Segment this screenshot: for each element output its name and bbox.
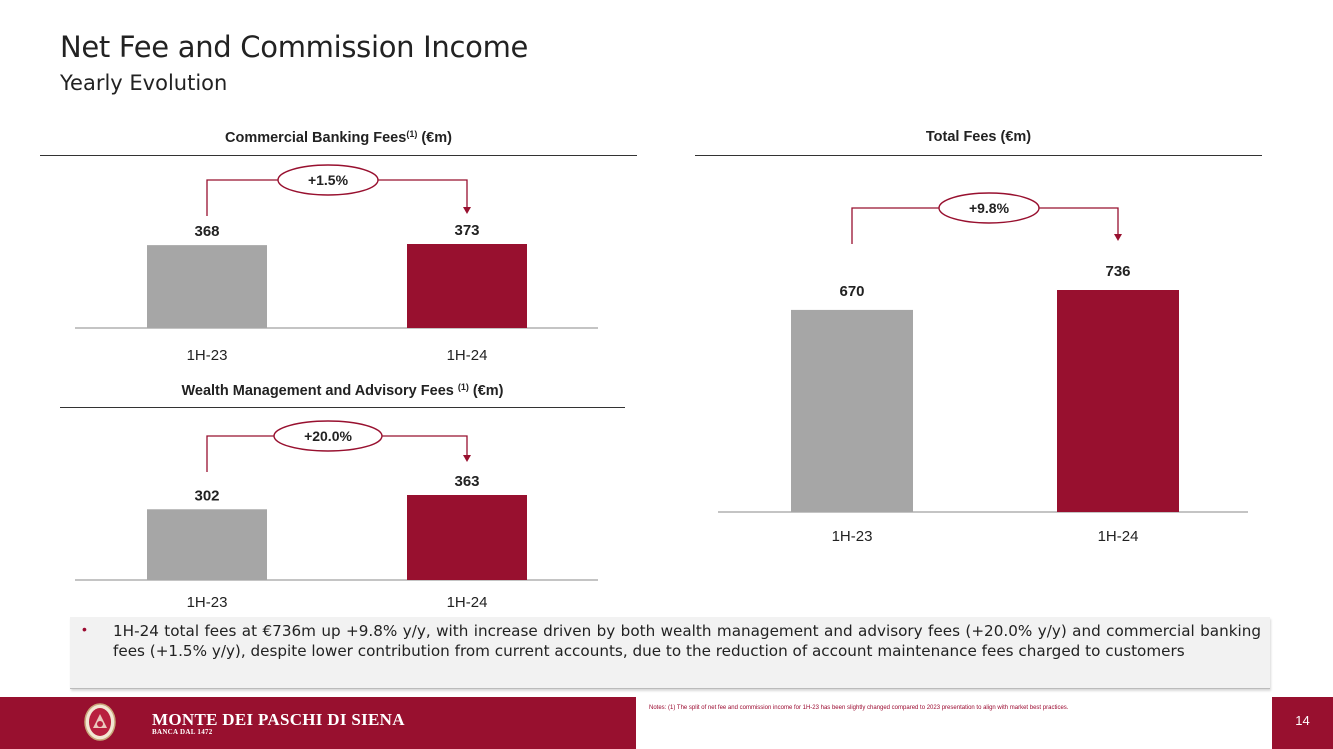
page-title: Net Fee and Commission Income	[60, 30, 529, 64]
x-tick-label-current: 1H-24	[447, 347, 488, 364]
bracket-arrow-icon	[463, 455, 471, 462]
data-label-current: 373	[454, 222, 479, 239]
bracket-arrow-icon	[1114, 234, 1122, 241]
footnote: Notes: (1) The split of net fee and comm…	[649, 705, 1069, 711]
bar-current	[407, 244, 527, 328]
bar-prior	[791, 309, 913, 512]
bar-prior	[147, 509, 267, 580]
footer: MONTE DEI PASCHI DI SIENA BANCA DAL 1472…	[0, 697, 1333, 749]
bar-current	[1057, 290, 1179, 512]
brand-name: MONTE DEI PASCHI DI SIENA	[152, 710, 405, 729]
change-pill	[277, 164, 379, 196]
data-label-current: 736	[1105, 263, 1130, 280]
chart-title-commercial-banking: Commercial Banking Fees(1) (€m)	[225, 129, 452, 146]
commentary-text: 1H-24 total fees at €736m up +9.8% y/y, …	[113, 622, 1261, 660]
bank-seal-icon	[84, 703, 116, 741]
data-label-prior: 302	[194, 487, 219, 504]
x-tick-label-prior: 1H-23	[187, 347, 228, 364]
page-subtitle: Yearly Evolution	[60, 71, 228, 95]
x-tick-label-current: 1H-24	[447, 594, 488, 611]
change-pill	[938, 192, 1040, 224]
x-tick-label-current: 1H-24	[1098, 528, 1139, 545]
commentary-box	[70, 617, 1270, 689]
chart-title-rule	[40, 155, 637, 156]
x-tick-label-prior: 1H-23	[832, 528, 873, 545]
change-label: +20.0%	[304, 428, 352, 444]
bar-current	[407, 495, 527, 580]
change-label: +9.8%	[969, 200, 1010, 216]
page-number: 14	[1295, 713, 1310, 728]
x-tick-label-prior: 1H-23	[187, 594, 228, 611]
page-number-band	[1272, 697, 1333, 749]
change-label: +1.5%	[308, 172, 349, 188]
chart-title-wealth-management: Wealth Management and Advisory Fees (1) …	[181, 382, 504, 399]
chart-title-rule	[695, 155, 1262, 156]
data-label-current: 363	[454, 473, 479, 490]
bracket-arrow-icon	[463, 207, 471, 214]
chart-title-rule	[60, 407, 625, 408]
data-label-prior: 368	[194, 223, 219, 240]
brand-tagline: BANCA DAL 1472	[152, 728, 213, 736]
data-label-prior: 670	[839, 283, 864, 300]
bar-prior	[147, 245, 267, 328]
bullet-icon: •	[82, 621, 87, 637]
chart-title-total-fees: Total Fees (€m)	[925, 129, 1032, 145]
footer-brand-band: MONTE DEI PASCHI DI SIENA BANCA DAL 1472	[0, 697, 636, 749]
charts-canvas: 368 1H-23 373 1H-24 +1.5% 302 1H-23 363 1H-24 +20…	[75, 164, 1248, 611]
change-pill	[273, 420, 383, 452]
